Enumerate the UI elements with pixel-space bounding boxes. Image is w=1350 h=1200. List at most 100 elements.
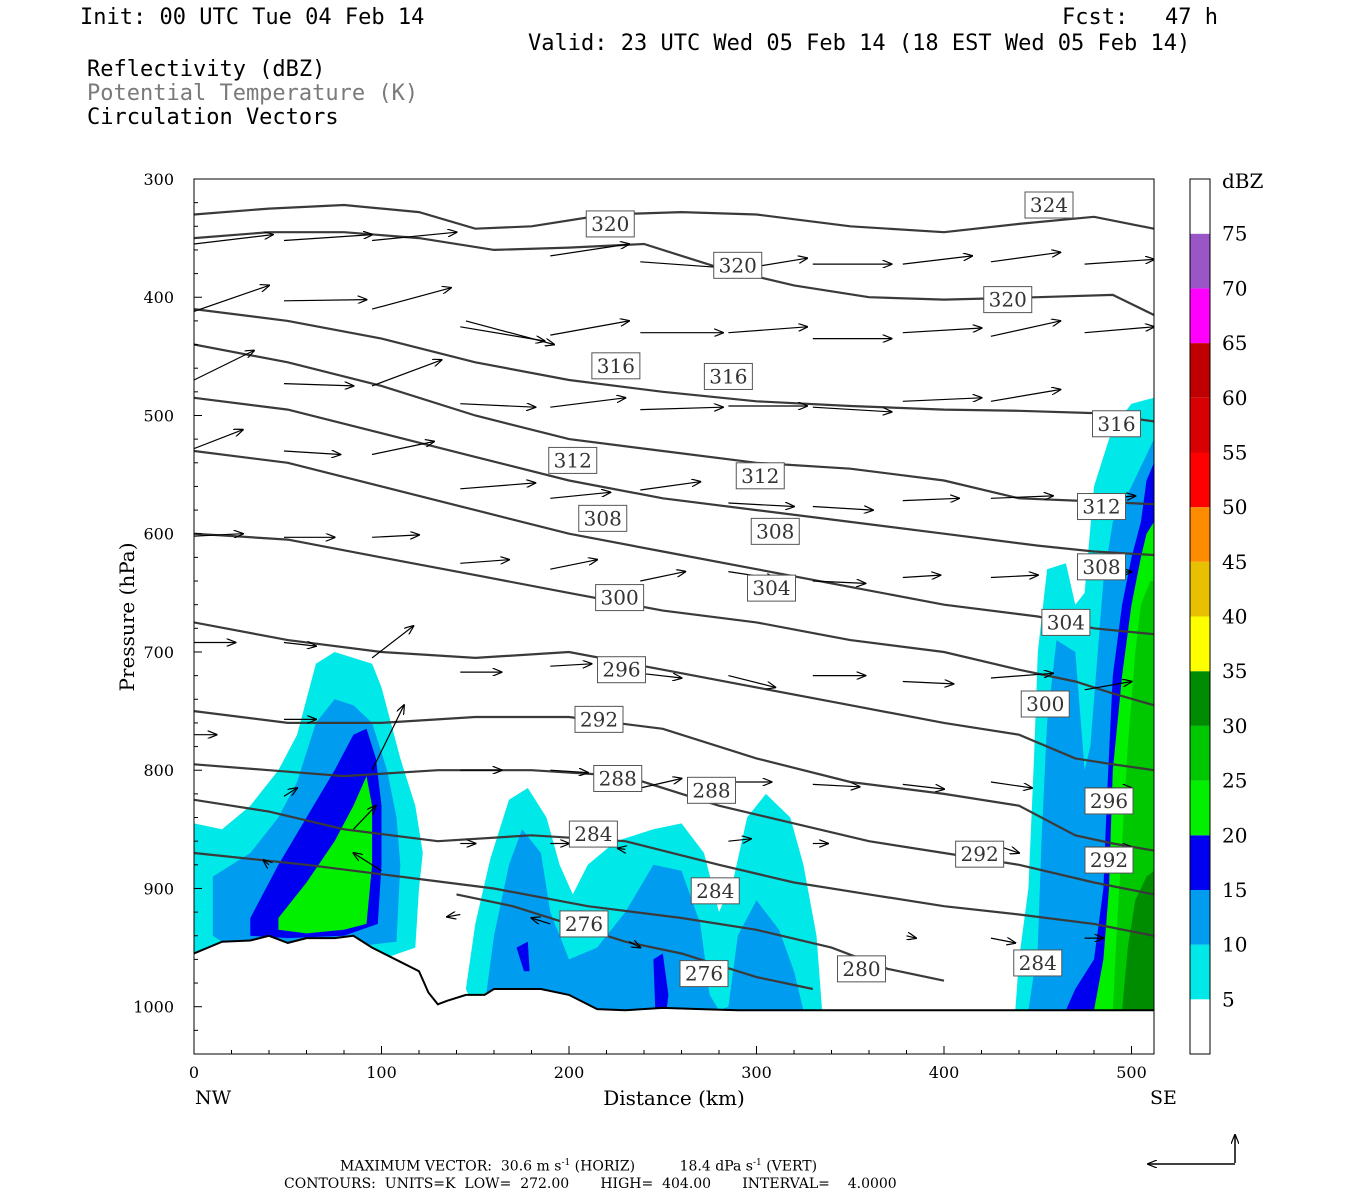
contour-label-box [983, 286, 1033, 314]
y-tick-label: 900 [143, 879, 174, 898]
colorbar-level-label: 40 [1222, 605, 1247, 629]
circulation-vector [640, 779, 681, 789]
circulation-vector [283, 384, 353, 386]
theta-contour-316 [194, 308, 1154, 423]
contour-label-box [1084, 846, 1134, 874]
colorbar-level-label: 70 [1222, 276, 1247, 300]
colorbar-level-label: 35 [1222, 659, 1247, 683]
contour-label-308: 308 [1082, 555, 1120, 579]
contour-label-292: 292 [580, 707, 618, 731]
theta-contour-300 [194, 532, 1154, 707]
theta-contour-324 [194, 203, 1154, 234]
circulation-vector [263, 860, 269, 865]
x-end-label-se: SE [1150, 1087, 1177, 1109]
circulation-vector [460, 483, 535, 490]
colorbar-segment [1190, 452, 1210, 508]
contour-label-box [1084, 787, 1134, 815]
circulation-vector [532, 918, 551, 924]
circulation-vector [371, 626, 413, 659]
colorbar-segment [1190, 507, 1210, 562]
contour-label-320: 320 [591, 212, 629, 236]
circulation-vector [990, 390, 1060, 402]
circulation-vector [902, 498, 959, 500]
contour-label-324: 324 [1030, 193, 1068, 217]
circulation-vector [460, 560, 509, 564]
init-time: Init: 00 UTC Tue 04 Feb 14 [80, 5, 425, 30]
circulation-vector [283, 235, 372, 242]
contour-label-312: 312 [1082, 495, 1120, 519]
contour-label-box [1041, 608, 1091, 636]
circulation-vector [194, 534, 243, 536]
colorbar-segment [1190, 561, 1210, 617]
circulation-vector [990, 673, 1053, 679]
circulation-vector [550, 492, 610, 499]
circulation-vector [812, 406, 892, 412]
contour-label-304: 304 [1047, 610, 1085, 634]
circulation-vector [550, 244, 629, 257]
contour-label-284: 284 [574, 822, 612, 846]
circulation-vector [353, 853, 382, 872]
field-potential-temperature: Potential Temperature (K) [87, 81, 419, 106]
contour-label-300: 300 [601, 586, 639, 610]
circulation-vector [990, 321, 1060, 337]
circulation-vector [194, 235, 273, 245]
circulation-vector [728, 327, 807, 334]
circulation-vector [902, 783, 944, 789]
circulation-vector [1084, 682, 1132, 691]
terrain-fill [194, 935, 1154, 1054]
circulation-vector [447, 915, 461, 917]
contour-label-276: 276 [685, 962, 723, 986]
colorbar-level-label: 55 [1222, 440, 1247, 464]
y-tick-label: 800 [143, 761, 174, 780]
contour-label-box [1024, 191, 1074, 219]
colorbar-level-label: 25 [1222, 769, 1247, 793]
contour-label-320: 320 [989, 288, 1027, 312]
circulation-vector [1084, 327, 1154, 334]
x-axis-title: Distance (km) [603, 1086, 745, 1110]
contour-label-box [548, 446, 598, 474]
contour-label-box [1013, 949, 1063, 977]
circulation-vector [194, 430, 243, 450]
circulation-vector [990, 496, 1053, 498]
colorbar-level-label: 65 [1222, 331, 1247, 355]
contour-label-280: 280 [842, 957, 880, 981]
colorbar-segment [1190, 725, 1210, 781]
contour-label-288: 288 [692, 778, 730, 802]
circulation-vector [640, 261, 723, 268]
circulation-vector [372, 535, 419, 537]
contour-label-316: 316 [1097, 412, 1135, 436]
colorbar-segment [1190, 616, 1210, 672]
circulation-vector [550, 560, 597, 570]
circulation-vector [990, 938, 1015, 943]
contour-label-320: 320 [719, 253, 757, 277]
circulation-vector [460, 404, 535, 408]
contour-label-box [687, 776, 736, 804]
colorbar-segment [1190, 889, 1210, 945]
contour-label-box [597, 656, 646, 684]
reference-vector [1148, 1135, 1235, 1164]
theta-contour-308 [194, 396, 1154, 557]
circulation-vector [283, 788, 297, 797]
contour-label-box [703, 362, 753, 390]
contour-label-box [574, 705, 624, 733]
circulation-vector [728, 503, 794, 507]
theta-contour-288 [194, 763, 1154, 896]
circulation-vector [550, 398, 625, 408]
contour-label-296: 296 [602, 658, 640, 682]
circulation-vector [990, 252, 1060, 263]
contour-label-box [1077, 493, 1126, 521]
reflectivity-region-10dbz [484, 829, 804, 1011]
circulation-vector [352, 806, 376, 830]
contour-label-284: 284 [1019, 951, 1057, 975]
contour-label-box [578, 504, 628, 532]
contour-label-292: 292 [1090, 848, 1128, 872]
circulation-vector [902, 575, 941, 577]
circulation-vector [618, 848, 626, 849]
circulation-vector [283, 451, 340, 455]
colorbar-level-label: 20 [1222, 823, 1247, 847]
circulation-vector [902, 256, 972, 265]
contour-label-300: 300 [1026, 692, 1064, 716]
circulation-vector [640, 672, 681, 678]
x-tick-label: 100 [366, 1063, 397, 1082]
